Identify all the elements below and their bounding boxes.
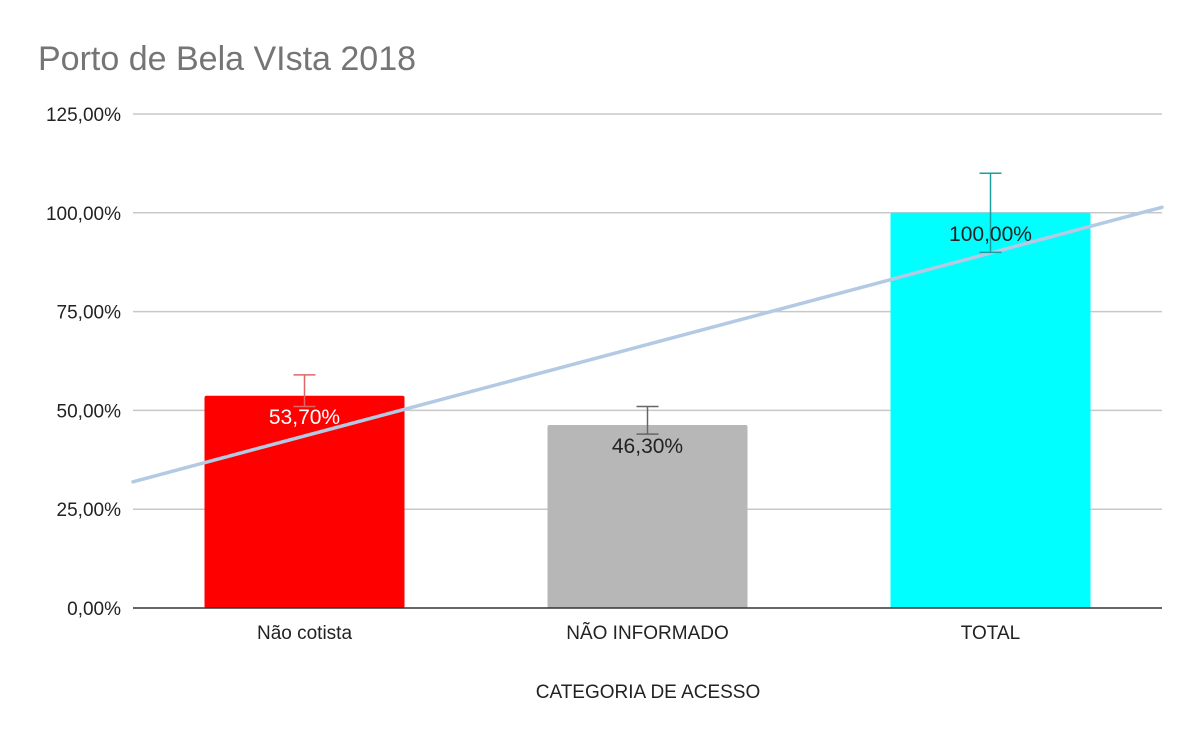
y-axis-ticks: 0,00% 25,00% 50,00% 75,00% 100,00% 125,00% [46, 105, 121, 620]
x-tick-label: NÃO INFORMADO [566, 622, 729, 644]
data-label: 100,00% [949, 223, 1032, 246]
bar [547, 425, 748, 608]
data-labels: 53,70% 46,30% 100,00% [269, 223, 1032, 458]
y-tick-label: 100,00% [46, 204, 121, 225]
x-tick-label: Não cotista [257, 623, 352, 644]
x-axis-label: CATEGORIA DE ACESSO [536, 682, 761, 703]
data-label: 53,70% [269, 406, 340, 429]
y-tick-label: 0,00% [67, 599, 121, 620]
y-tick-label: 75,00% [57, 303, 122, 324]
x-axis-categories: Não cotista NÃO INFORMADO TOTAL [257, 622, 1020, 644]
y-tick-label: 125,00% [46, 105, 121, 126]
data-label: 46,30% [612, 435, 683, 458]
chart-title: Porto de Bela VIsta 2018 [38, 40, 416, 78]
y-tick-label: 25,00% [57, 500, 122, 521]
y-tick-label: 50,00% [57, 401, 122, 422]
error-bars [293, 172, 1002, 435]
x-tick-label: TOTAL [961, 623, 1020, 644]
bar [890, 212, 1091, 609]
